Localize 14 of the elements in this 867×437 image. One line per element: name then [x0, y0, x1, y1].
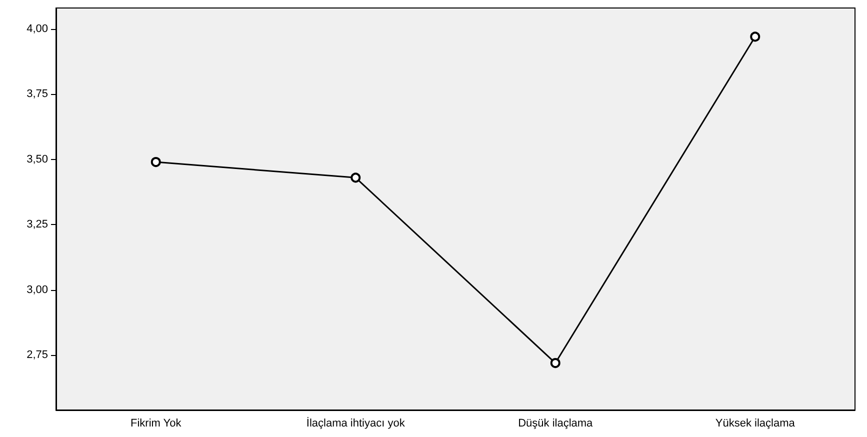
- x-tick-label: İlaçlama ihtiyacı yok: [306, 416, 406, 430]
- y-tick-label: 3,25: [26, 218, 48, 231]
- y-tick-label: 3,75: [26, 88, 48, 100]
- point: [350, 172, 361, 183]
- y-tick-label: 4,00: [26, 22, 48, 35]
- x-tick-label: Düşük ilaçlama: [518, 418, 594, 430]
- x-tick-label: Fikrim Yok: [130, 418, 182, 430]
- y-tick-label: 2,75: [26, 349, 48, 362]
- point: [750, 32, 760, 42]
- point: [550, 358, 560, 368]
- y-tick-label: 3,50: [26, 153, 48, 166]
- x-tick-label: Yüksek ilaçlama: [715, 418, 796, 430]
- point: [150, 157, 161, 168]
- y-tick-label: 3,00: [26, 284, 48, 296]
